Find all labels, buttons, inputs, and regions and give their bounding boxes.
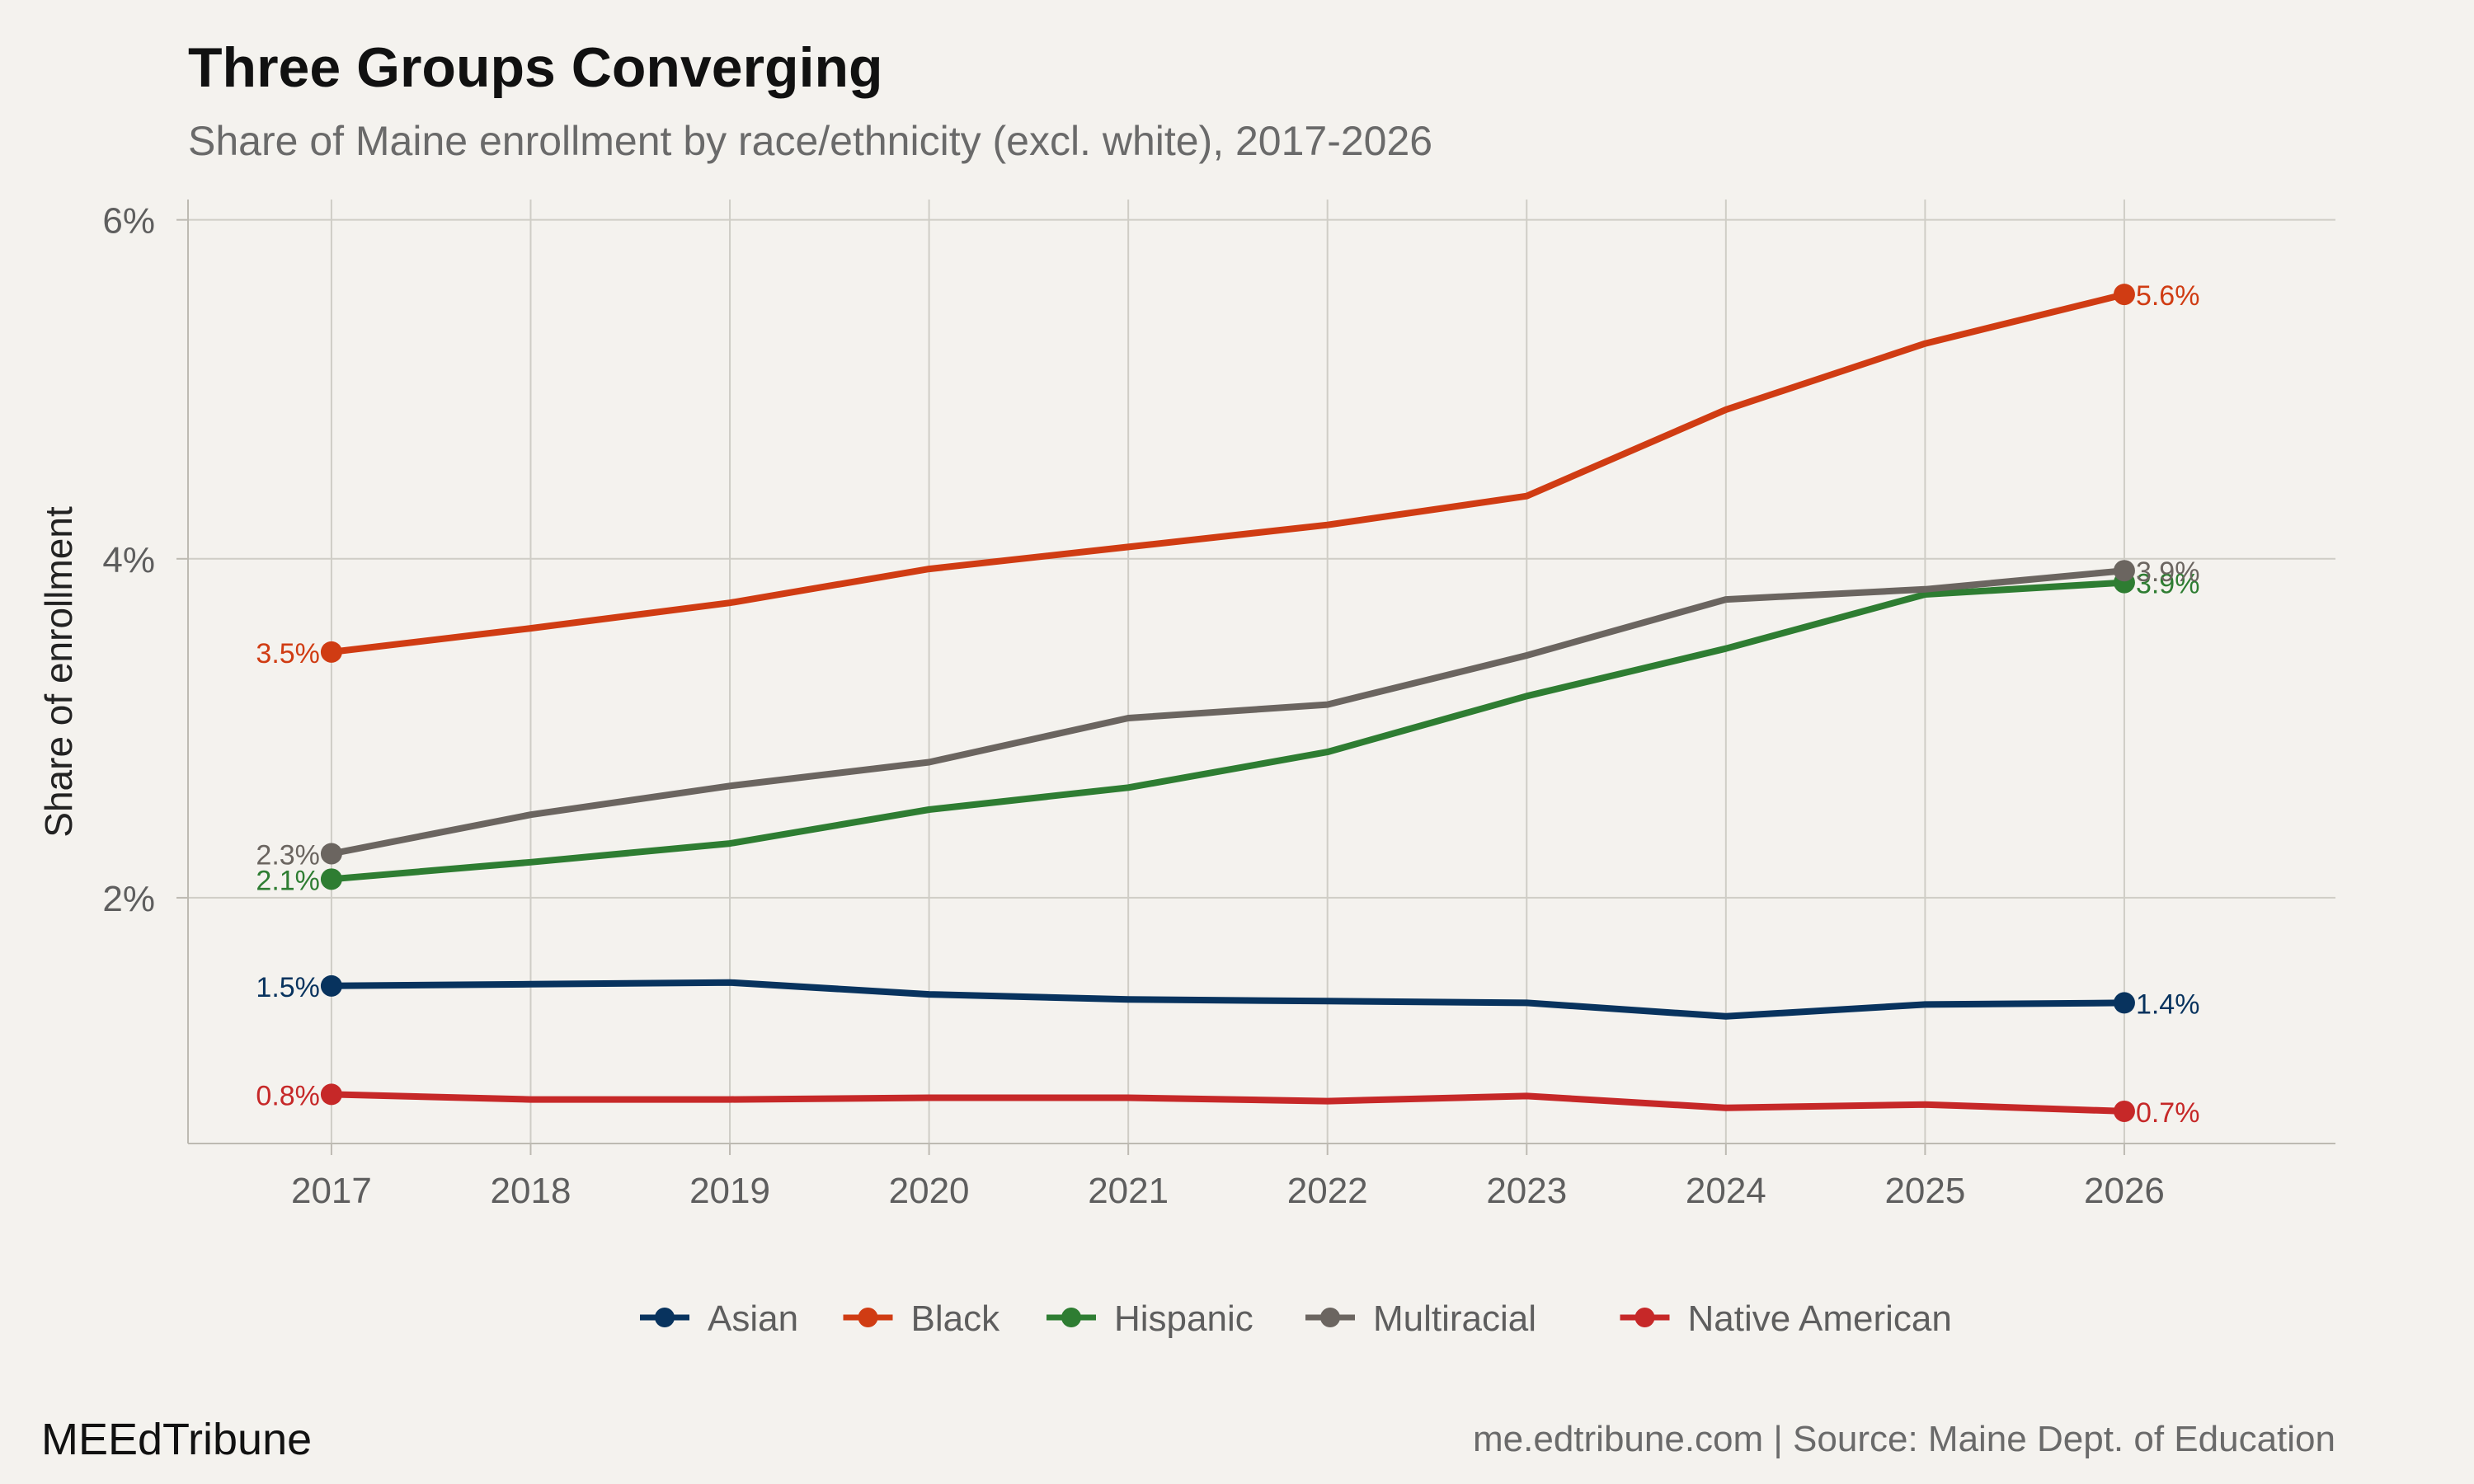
x-tick-label: 2020 <box>889 1171 970 1211</box>
data-label-multiracial-start: 2.3% <box>256 839 320 871</box>
x-tick-label: 2017 <box>291 1171 372 1211</box>
series-line-hispanic <box>327 579 2128 883</box>
legend-item-black: Black <box>843 1298 1001 1339</box>
x-tick-label: 2026 <box>2084 1171 2165 1211</box>
data-label-hispanic-end: 3.9% <box>2136 569 2200 600</box>
gridlines <box>188 200 2335 1144</box>
legend-item-asian: Asian <box>640 1298 798 1339</box>
x-tick-label: 2024 <box>1686 1171 1766 1211</box>
legend-item-hispanic: Hispanic <box>1047 1298 1253 1339</box>
data-label-native-american-start: 0.8% <box>256 1080 320 1111</box>
series-line-native-american <box>327 1091 2128 1115</box>
chart-subtitle: Share of Maine enrollment by race/ethnic… <box>188 118 1432 164</box>
legend-label: Multiracial <box>1373 1298 1536 1339</box>
data-label-asian-end: 1.4% <box>2136 989 2200 1020</box>
legend-key-marker <box>655 1308 675 1327</box>
point-asian-start <box>320 974 342 997</box>
data-label-native-american-end: 0.7% <box>2136 1097 2200 1129</box>
point-black-end <box>2113 284 2135 306</box>
legend-label: Black <box>911 1298 1001 1339</box>
point-hispanic-start <box>320 868 342 890</box>
legend-item-native-american: Native American <box>1620 1298 1952 1339</box>
y-tick-label: 6% <box>102 201 155 242</box>
footer-brand: MEEdTribune <box>41 1415 312 1464</box>
data-labels: 1.5% 1.4% 3.5% 5.6% 2.1% 3.9% 2.3% 3.9% 0.8% 0.7% <box>256 280 2199 1129</box>
y-axis-label: Share of enrollment <box>37 506 80 838</box>
series-line-multiracial <box>327 567 2128 857</box>
legend-label: Asian <box>708 1298 798 1339</box>
chart-title: Three Groups Converging <box>188 36 883 99</box>
series-line-black <box>327 291 2128 655</box>
legend-label: Native American <box>1688 1298 1952 1339</box>
data-label-asian-start: 1.5% <box>256 972 320 1003</box>
data-label-multiracial-end: 3.9% <box>2136 556 2200 588</box>
legend: Asian Black Hispanic Multiracial Native Amer… <box>640 1298 1952 1339</box>
legend-item-multiracial: Multiracial <box>1305 1298 1536 1339</box>
x-tick-label: 2022 <box>1287 1171 1368 1211</box>
legend-key-marker <box>1061 1308 1081 1327</box>
y-tick-label: 2% <box>102 879 155 919</box>
y-tick-label: 4% <box>102 540 155 580</box>
data-label-black-end: 5.6% <box>2136 280 2200 312</box>
footer-source: me.edtribune.com | Source: Maine Dept. o… <box>1473 1419 2335 1459</box>
data-label-black-start: 3.5% <box>256 638 320 669</box>
x-tick-label: 2018 <box>491 1171 571 1211</box>
legend-label: Hispanic <box>1114 1298 1253 1339</box>
point-black-start <box>320 641 342 663</box>
axes: 2% 4% 6% 2017 2018 2019 2020 2021 2022 2023 2024 20… <box>102 200 2335 1211</box>
legend-key-marker <box>1320 1308 1340 1327</box>
x-tick-label: 2025 <box>1884 1171 1965 1211</box>
point-multiracial-end <box>2113 560 2135 582</box>
x-tick-label: 2023 <box>1486 1171 1567 1211</box>
series-line-asian <box>327 979 2128 1020</box>
series-lines <box>320 284 2135 1122</box>
legend-key-marker <box>1634 1308 1655 1327</box>
point-asian-end <box>2113 992 2135 1014</box>
legend-key-marker <box>858 1308 878 1327</box>
point-native-american-end <box>2113 1100 2135 1122</box>
x-tick-label: 2019 <box>689 1171 770 1211</box>
point-native-american-start <box>320 1083 342 1106</box>
data-label-hispanic-start: 2.1% <box>256 865 320 896</box>
point-multiracial-start <box>320 843 342 865</box>
x-tick-label: 2021 <box>1088 1171 1169 1211</box>
